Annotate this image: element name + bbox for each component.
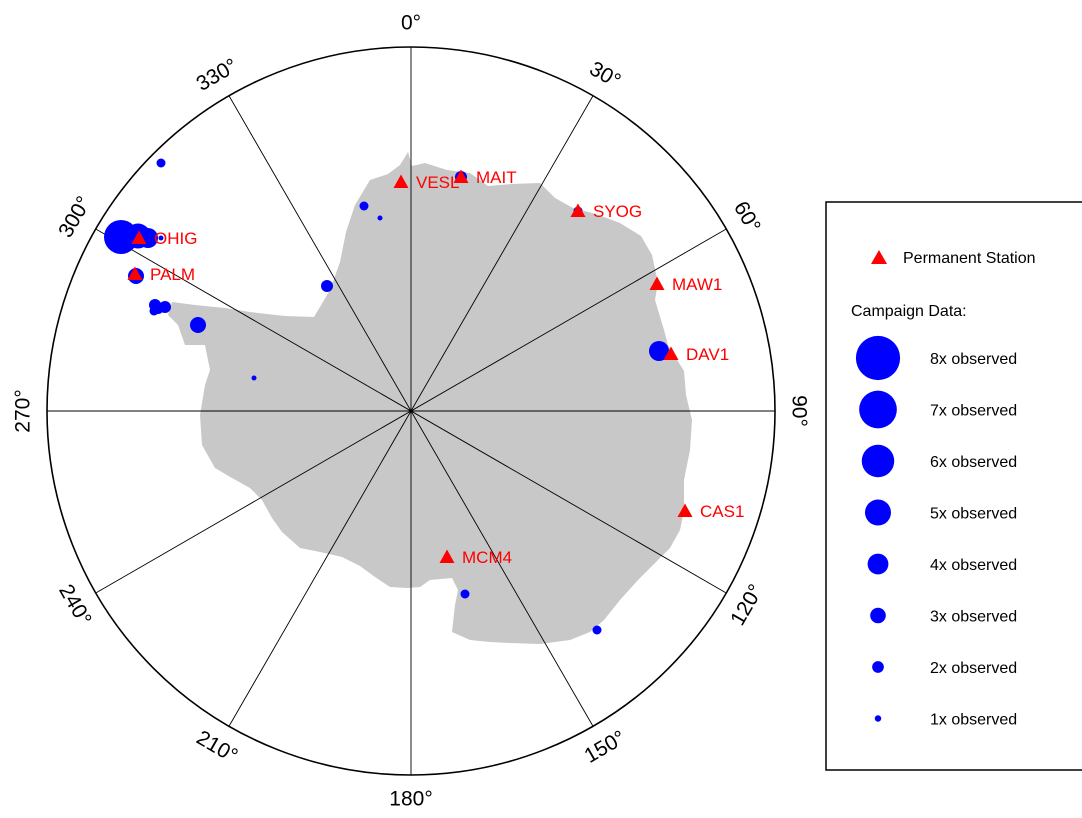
meridian-label-120: 120° <box>726 580 768 629</box>
station-marker-ohig <box>131 230 147 244</box>
station-label-palm: PALM <box>150 265 195 284</box>
legend-marker-1x <box>874 715 882 722</box>
legend: Permanent Station Campaign Data: 8x obse… <box>825 201 1082 771</box>
campaign-site-8 <box>190 317 206 333</box>
legend-marker-8x <box>855 335 901 381</box>
legend-label-6x: 6x observed <box>930 454 1017 471</box>
legend-marker-2x <box>872 661 884 673</box>
meridian-grid <box>47 47 775 775</box>
station-label-vesl: VESL <box>416 173 459 192</box>
meridian-label-0: 0° <box>401 12 421 35</box>
legend-campaign-items: 8x observed 7x observed 6x observed 5x obse… <box>855 335 1017 729</box>
meridian-label-330: 330° <box>192 54 241 96</box>
station-marker-mait <box>453 169 469 183</box>
meridian-line-150 <box>228 95 594 727</box>
station-marker-dav1 <box>663 346 679 360</box>
meridian-label-150: 150° <box>580 726 629 768</box>
legend-label-1x: 1x observed <box>930 712 1017 729</box>
permanent-stations: VESL MAIT SYOG OHIG PALM MAW1 DAV1 CAS1 MCM4 <box>127 168 744 567</box>
campaign-site-22 <box>149 306 159 316</box>
legend-campaign-title: Campaign Data: <box>851 303 967 320</box>
campaign-site-6 <box>159 301 171 313</box>
map-boundary-circle <box>46 46 776 776</box>
meridian-label-300: 300° <box>54 192 96 241</box>
legend-label-2x: 2x observed <box>930 660 1017 677</box>
station-label-ohig: OHIG <box>154 229 197 248</box>
station-label-mait: MAIT <box>476 168 517 187</box>
legend-marker-6x <box>861 444 895 478</box>
campaign-site-16 <box>377 215 383 221</box>
campaign-site-15 <box>592 625 602 635</box>
legend-marker-7x <box>859 390 897 429</box>
legend-station-marker <box>871 250 887 264</box>
legend-permanent-label: Permanent Station <box>903 250 1036 267</box>
legend-marker-3x <box>870 607 886 624</box>
legend-label-7x: 7x observed <box>930 403 1017 420</box>
campaign-site-14 <box>460 589 470 599</box>
legend-label-3x: 3x observed <box>930 609 1017 626</box>
station-marker-cas1 <box>677 503 693 517</box>
legend-box <box>825 201 1082 771</box>
campaign-site-18 <box>158 235 164 241</box>
station-marker-vesl <box>393 174 409 188</box>
legend-marker-5x <box>865 499 891 526</box>
meridian-label-60: 60° <box>729 197 765 236</box>
meridian-label-240: 240° <box>54 580 96 629</box>
meridian-label-90: 90° <box>788 395 811 427</box>
station-marker-syog <box>570 203 586 217</box>
legend-label-5x: 5x observed <box>930 506 1017 523</box>
station-label-mcm4: MCM4 <box>462 548 512 567</box>
campaign-site-12 <box>359 201 369 211</box>
station-label-cas1: CAS1 <box>700 502 744 521</box>
legend-marker-4x <box>867 553 889 575</box>
campaign-site-11 <box>156 158 166 168</box>
campaign-site-21 <box>121 231 131 241</box>
campaign-site-17 <box>251 375 257 381</box>
meridian-label-270: 270° <box>12 389 35 432</box>
station-marker-maw1 <box>649 276 665 290</box>
legend-label-4x: 4x observed <box>930 557 1017 574</box>
station-marker-mcm4 <box>439 549 455 563</box>
station-label-dav1: DAV1 <box>686 345 729 364</box>
station-marker-palm <box>127 266 143 280</box>
campaign-site-13 <box>321 280 333 292</box>
meridian-label-210: 210° <box>192 726 241 768</box>
campaign-site-20 <box>649 341 669 361</box>
meridian-label-180: 180° <box>389 788 432 811</box>
legend-label-8x: 8x observed <box>930 351 1017 368</box>
antarctica-landmass <box>168 152 692 644</box>
station-label-maw1: MAW1 <box>672 275 722 294</box>
meridian-label-30: 30° <box>585 57 624 93</box>
station-label-syog: SYOG <box>593 202 642 221</box>
